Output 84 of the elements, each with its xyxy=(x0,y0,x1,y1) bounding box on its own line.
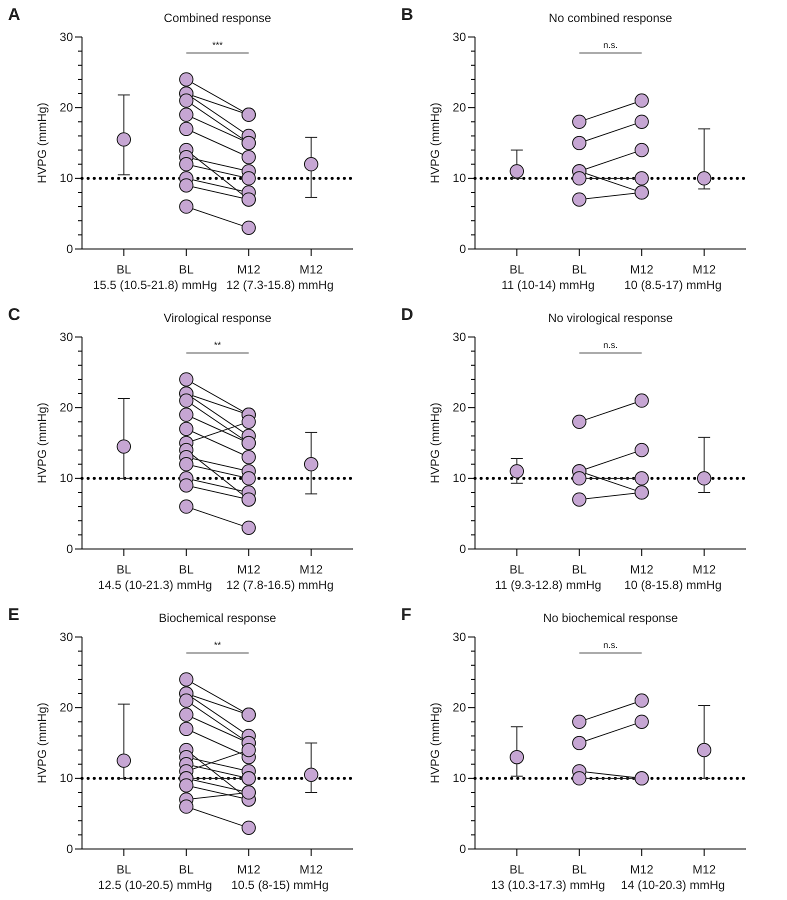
y-tick-label: 0 xyxy=(459,242,466,256)
y-tick-label: 20 xyxy=(60,400,74,415)
y-tick-label: 10 xyxy=(452,771,466,786)
y-tick-label: 30 xyxy=(452,330,466,344)
text: 12 (7.3-15.8) mmHg xyxy=(226,278,334,292)
y-tick-label: 20 xyxy=(452,400,466,415)
x-tick-label: BL xyxy=(116,562,132,576)
chart-title: Combined response xyxy=(164,11,272,25)
annotation: *** xyxy=(212,40,224,50)
text: 10.5 (8-15) mmHg xyxy=(231,878,329,892)
annotation: ** xyxy=(214,340,222,350)
x-tick-label: M12 xyxy=(630,562,654,576)
text: 13 (10.3-17.3) mmHg xyxy=(491,878,606,892)
x-tick-label: BL xyxy=(116,262,132,276)
text: 14.5 (10-21.3) mmHg xyxy=(98,578,212,592)
x-tick-label: M12 xyxy=(299,562,324,576)
y-tick-label: 10 xyxy=(60,171,74,186)
y-axis-title: HVPG (mmHg) xyxy=(428,702,442,784)
y-axis-title: HVPG (mmHg) xyxy=(35,102,49,184)
y-tick-label: 30 xyxy=(60,30,74,44)
text: 14 (10-20.3) mmHg xyxy=(620,878,725,892)
y-tick-label: 0 xyxy=(459,542,466,556)
chart-title: Virological response xyxy=(164,311,272,325)
x-tick-label: M12 xyxy=(692,262,716,276)
text: 10 (8.5-17) mmHg xyxy=(624,278,722,292)
text: B xyxy=(401,5,414,24)
text: 11 (10-14) mmHg xyxy=(501,278,595,292)
annotation: ** xyxy=(214,640,222,650)
text: E xyxy=(8,605,20,624)
y-axis-title: HVPG (mmHg) xyxy=(35,402,49,484)
x-tick-label: M12 xyxy=(237,862,261,876)
y-tick-label: 0 xyxy=(66,842,74,856)
x-tick-label: M12 xyxy=(237,562,261,576)
x-tick-label: M12 xyxy=(692,562,716,576)
y-tick-label: 30 xyxy=(452,30,466,44)
y-tick-label: 20 xyxy=(452,100,466,115)
x-tick-label: BL xyxy=(572,562,587,576)
y-tick-label: 0 xyxy=(66,542,74,556)
y-axis-title: HVPG (mmHg) xyxy=(428,402,442,484)
x-tick-label: BL xyxy=(178,262,194,276)
y-tick-label: 30 xyxy=(60,330,74,344)
y-tick-label: 20 xyxy=(60,700,74,715)
y-tick-label: 10 xyxy=(452,171,466,186)
y-tick-label: 10 xyxy=(60,471,74,486)
x-tick-label: BL xyxy=(178,862,194,876)
chart-title: No combined response xyxy=(548,11,673,25)
y-tick-label: 30 xyxy=(60,630,74,644)
x-tick-label: BL xyxy=(509,262,524,276)
x-tick-label: M12 xyxy=(237,262,261,276)
y-tick-label: 30 xyxy=(452,630,466,644)
y-tick-label: 0 xyxy=(459,842,466,856)
x-tick-label: BL xyxy=(178,562,194,576)
text: 12 (7.8-16.5) mmHg xyxy=(226,578,334,592)
chart-title: No biochemical response xyxy=(543,611,678,625)
x-tick-label: M12 xyxy=(299,262,324,276)
text: A xyxy=(8,5,20,24)
y-axis-title: HVPG (mmHg) xyxy=(35,702,49,784)
y-tick-label: 0 xyxy=(66,242,74,256)
x-tick-label: BL xyxy=(509,862,524,876)
x-tick-label: M12 xyxy=(299,862,324,876)
x-tick-label: BL xyxy=(509,562,524,576)
text: 11 (9.3-12.8) mmHg xyxy=(494,578,602,592)
text: F xyxy=(401,605,412,624)
text: 10 (8-15.8) mmHg xyxy=(624,578,722,592)
chart-title: No virological response xyxy=(548,311,674,325)
x-tick-label: BL xyxy=(572,262,587,276)
text: 12.5 (10-20.5) mmHg xyxy=(98,878,212,892)
x-tick-label: M12 xyxy=(692,862,716,876)
y-tick-label: 20 xyxy=(60,100,74,115)
y-tick-label: 20 xyxy=(452,700,466,715)
text: 15.5 (10.5-21.8) mmHg xyxy=(93,278,218,292)
text: C xyxy=(8,305,20,324)
chart-title: Biochemical response xyxy=(158,611,277,625)
y-tick-label: 10 xyxy=(60,771,74,786)
x-tick-label: BL xyxy=(572,862,587,876)
text: D xyxy=(401,305,414,324)
y-tick-label: 10 xyxy=(452,471,466,486)
x-tick-label: M12 xyxy=(630,862,654,876)
y-axis-title: HVPG (mmHg) xyxy=(428,102,442,184)
x-tick-label: BL xyxy=(116,862,132,876)
annotation: n.s. xyxy=(603,40,618,50)
x-tick-label: M12 xyxy=(630,262,654,276)
annotation: n.s. xyxy=(603,340,618,350)
annotation: n.s. xyxy=(603,640,618,650)
